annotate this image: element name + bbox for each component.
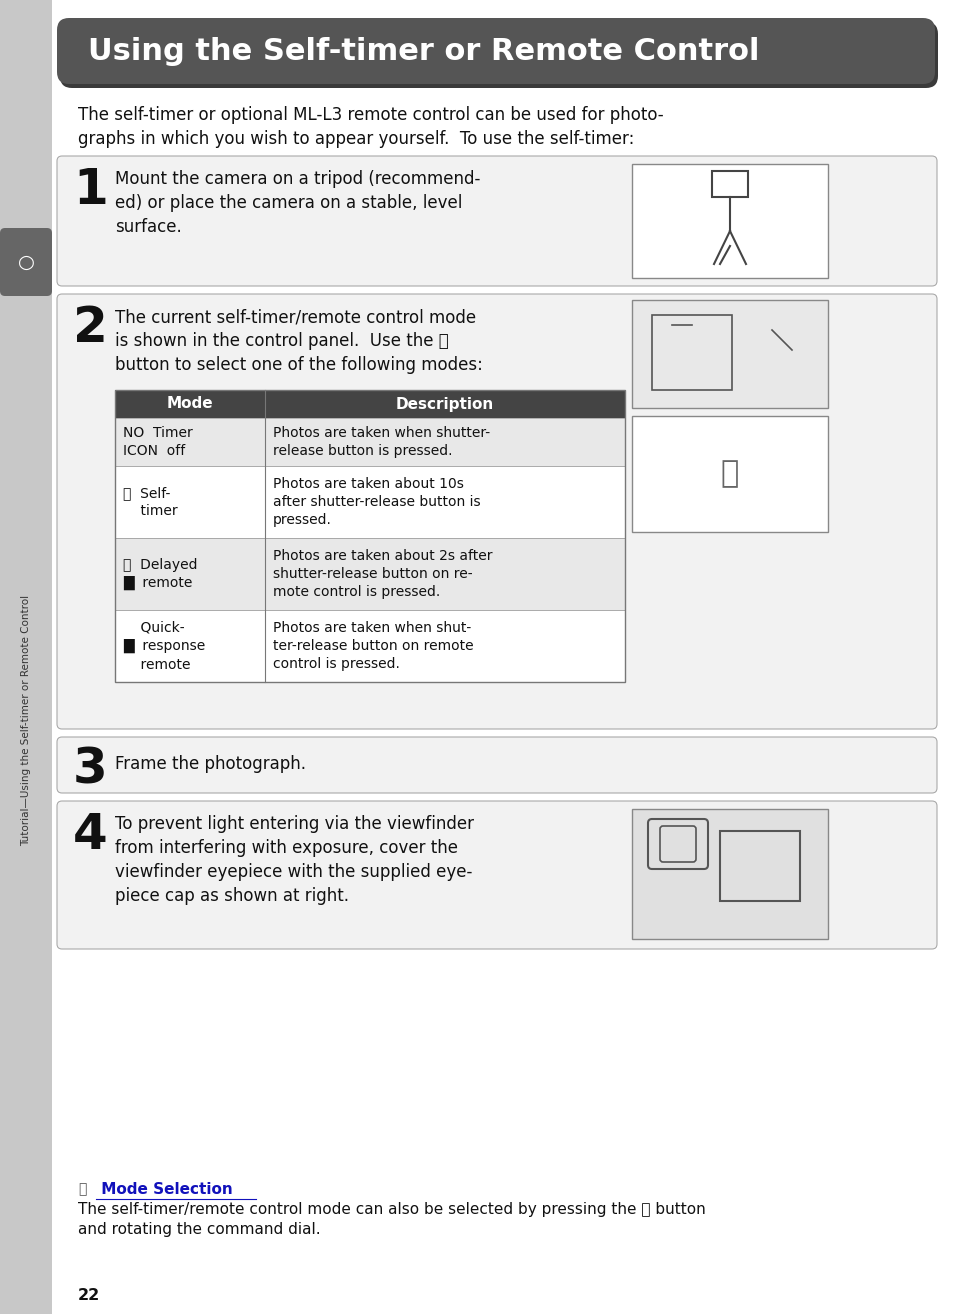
- Bar: [720, 830, 800, 901]
- Text: 22: 22: [78, 1288, 100, 1303]
- Text: ⌛: ⌛: [720, 460, 739, 489]
- Bar: [115, 466, 265, 537]
- FancyBboxPatch shape: [57, 156, 936, 286]
- Text: Photos are taken about 10s
after shutter-release button is
pressed.: Photos are taken about 10s after shutter…: [273, 477, 480, 527]
- FancyBboxPatch shape: [57, 294, 936, 729]
- Text: NO  Timer
ICON  off: NO Timer ICON off: [123, 426, 193, 459]
- Text: is shown in the control panel.  Use the ⓢ: is shown in the control panel. Use the ⓢ: [115, 332, 448, 350]
- Bar: [115, 418, 265, 466]
- Text: The self-timer or optional ML-L3 remote control can be used for photo-: The self-timer or optional ML-L3 remote …: [78, 106, 663, 124]
- Text: 4: 4: [73, 811, 108, 859]
- Bar: [631, 809, 827, 940]
- Text: Quick-
█  response
    remote: Quick- █ response remote: [123, 620, 205, 671]
- Text: Mode: Mode: [167, 397, 213, 411]
- Bar: [0, 0, 52, 1314]
- FancyBboxPatch shape: [57, 802, 936, 949]
- Text: The current self-timer/remote control mode: The current self-timer/remote control mo…: [115, 307, 476, 326]
- Text: Photos are taken when shutter-
release button is pressed.: Photos are taken when shutter- release b…: [273, 426, 490, 459]
- Text: Mode Selection: Mode Selection: [96, 1183, 233, 1197]
- Text: ○: ○: [17, 252, 34, 272]
- Bar: [265, 418, 624, 466]
- FancyBboxPatch shape: [57, 18, 934, 84]
- Bar: [631, 300, 827, 409]
- Text: The self-timer/remote control mode can also be selected by pressing the ⓢ button: The self-timer/remote control mode can a…: [78, 1202, 705, 1217]
- Text: Tutorial—Using the Self-timer or Remote Control: Tutorial—Using the Self-timer or Remote …: [21, 594, 30, 846]
- Bar: [115, 390, 624, 682]
- Text: ⌛  Delayed
█  remote: ⌛ Delayed █ remote: [123, 557, 197, 590]
- Bar: [651, 315, 731, 390]
- Text: To prevent light entering via the viewfinder: To prevent light entering via the viewfi…: [115, 815, 474, 833]
- Text: graphs in which you wish to appear yourself.  To use the self-timer:: graphs in which you wish to appear yours…: [78, 130, 634, 148]
- Bar: [265, 610, 624, 682]
- Text: Mount the camera on a tripod (recommend-: Mount the camera on a tripod (recommend-: [115, 170, 480, 188]
- Text: Photos are taken when shut-
ter-release button on remote
control is pressed.: Photos are taken when shut- ter-release …: [273, 620, 473, 671]
- Text: from interfering with exposure, cover the: from interfering with exposure, cover th…: [115, 840, 457, 857]
- Text: Frame the photograph.: Frame the photograph.: [115, 756, 306, 773]
- FancyBboxPatch shape: [57, 737, 936, 794]
- Text: Description: Description: [395, 397, 494, 411]
- FancyBboxPatch shape: [0, 229, 52, 296]
- Bar: [115, 390, 265, 418]
- Text: ⌛  Self-
    timer: ⌛ Self- timer: [123, 486, 177, 518]
- Bar: [631, 417, 827, 532]
- FancyBboxPatch shape: [60, 22, 937, 88]
- Bar: [265, 537, 624, 610]
- Bar: [631, 164, 827, 279]
- Text: ⓢ: ⓢ: [78, 1183, 87, 1196]
- Text: Using the Self-timer or Remote Control: Using the Self-timer or Remote Control: [88, 37, 759, 66]
- Text: Photos are taken about 2s after
shutter-release button on re-
mote control is pr: Photos are taken about 2s after shutter-…: [273, 549, 492, 599]
- Text: 3: 3: [73, 745, 108, 794]
- Bar: [265, 466, 624, 537]
- Text: 1: 1: [73, 166, 108, 214]
- Text: piece cap as shown at right.: piece cap as shown at right.: [115, 887, 349, 905]
- Bar: [115, 537, 265, 610]
- Text: button to select one of the following modes:: button to select one of the following mo…: [115, 356, 482, 374]
- Text: ed) or place the camera on a stable, level: ed) or place the camera on a stable, lev…: [115, 194, 462, 212]
- Text: surface.: surface.: [115, 218, 182, 237]
- Bar: [115, 610, 265, 682]
- Text: viewfinder eyepiece with the supplied eye-: viewfinder eyepiece with the supplied ey…: [115, 863, 472, 880]
- Bar: [711, 171, 747, 197]
- Text: and rotating the command dial.: and rotating the command dial.: [78, 1222, 320, 1236]
- Bar: [265, 390, 624, 418]
- Text: 2: 2: [73, 304, 108, 352]
